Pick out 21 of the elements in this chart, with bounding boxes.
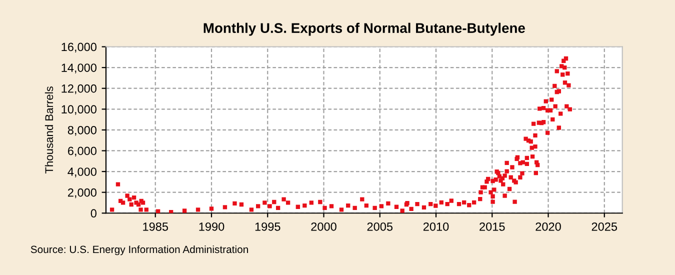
x-tick-label: 2010 xyxy=(423,222,449,231)
y-tick-label: 6,000 xyxy=(68,146,96,157)
x-tick-label: 1985 xyxy=(143,222,168,231)
y-tick-label: 12,000 xyxy=(62,84,96,94)
x-tick-label: 2015 xyxy=(480,222,505,231)
source-note: Source: U.S. Energy Information Administration xyxy=(30,245,248,256)
y-tick-label: 2,000 xyxy=(68,188,96,198)
y-tick-label: 10,000 xyxy=(62,105,96,115)
y-tick-label: 8,000 xyxy=(68,126,96,136)
chart-title: Monthly U.S. Exports of Normal Butane-Butylene xyxy=(204,22,525,36)
y-tick-label: 14,000 xyxy=(62,64,96,74)
x-tick-label: 1990 xyxy=(199,222,224,231)
y-tick-label: 16,000 xyxy=(62,42,96,53)
x-tick-label: 1995 xyxy=(255,222,280,231)
x-tick-label: 2000 xyxy=(311,222,336,231)
x-tick-label: 2020 xyxy=(536,222,561,231)
x-tick-label: 2005 xyxy=(367,222,393,231)
x-tick-label: 2025 xyxy=(592,222,618,231)
y-axis-title: Thousand Barrels xyxy=(44,86,54,174)
y-tick-label: 0 xyxy=(90,209,96,218)
y-tick-label: 4,000 xyxy=(68,168,96,178)
